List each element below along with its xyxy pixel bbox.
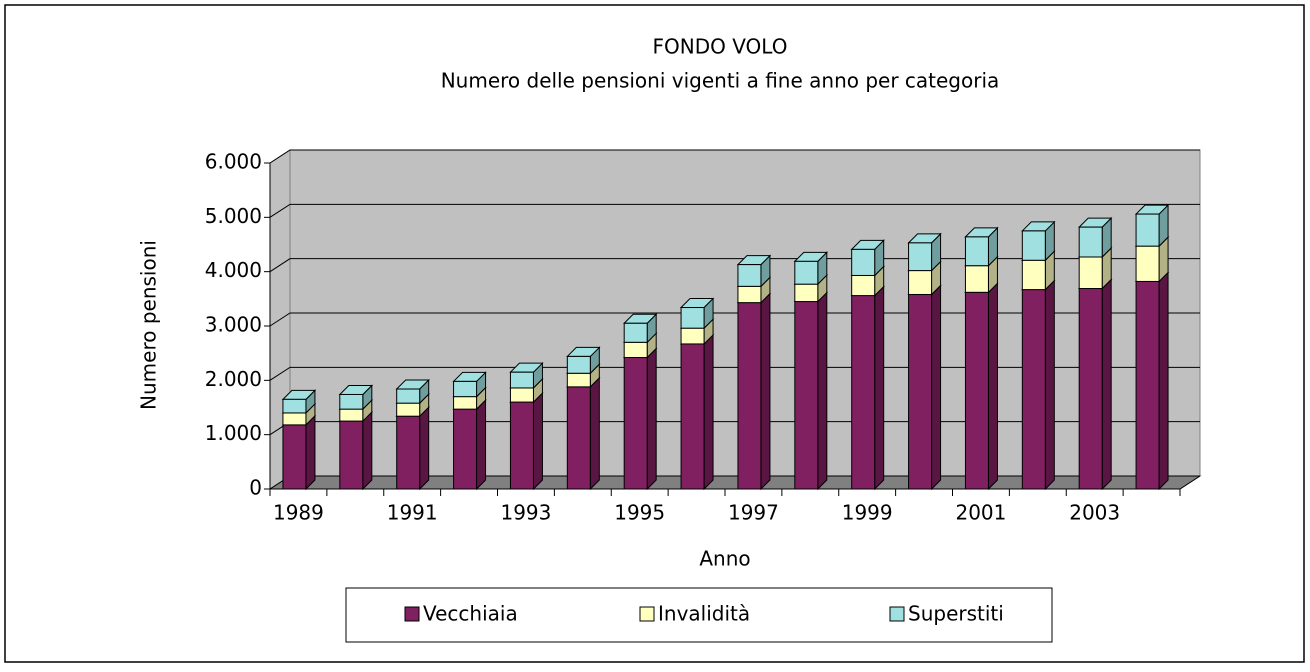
bar (1078, 288, 1103, 490)
bar-side (931, 284, 942, 491)
bar (282, 424, 307, 490)
grid-line (269, 366, 1200, 381)
legend-label: Invalidità (658, 602, 750, 626)
bar (509, 371, 534, 389)
bar (964, 236, 989, 267)
bar (1135, 280, 1160, 490)
bar (453, 380, 478, 398)
bar (1021, 289, 1046, 490)
bar (396, 388, 421, 404)
x-tick-label: 1997 (728, 501, 779, 525)
bar (1078, 256, 1103, 290)
y-tick-label: 6.000 (205, 150, 262, 174)
bar (282, 398, 307, 414)
bar (453, 396, 478, 410)
bar (851, 274, 876, 297)
bar (339, 408, 364, 422)
x-axis-label: Anno (699, 547, 750, 571)
bar (1021, 230, 1046, 261)
legend-swatch (889, 606, 905, 622)
bar (964, 291, 989, 490)
bar (851, 248, 876, 276)
x-axis-depth (1179, 475, 1201, 490)
x-tick-label: 1995 (614, 501, 665, 525)
chart-title: FONDO VOLO (653, 35, 788, 59)
bar-side (817, 291, 828, 491)
x-tick-label: 1993 (500, 501, 551, 525)
bar (623, 341, 648, 359)
grid-line (269, 312, 1200, 327)
bar (1135, 245, 1160, 282)
bar-side (646, 347, 657, 491)
bar-side (1044, 279, 1055, 491)
x-tick-label: 1991 (387, 501, 438, 525)
bar (908, 242, 933, 272)
x-tick-label: 1989 (273, 501, 324, 525)
bar (566, 386, 591, 490)
bar (680, 343, 705, 490)
legend-label: Vecchiaia (423, 602, 518, 626)
bar (908, 293, 933, 490)
bar (1021, 259, 1046, 291)
bar-side (703, 333, 714, 491)
legend-swatch (404, 606, 420, 622)
bar (509, 387, 534, 403)
x-tick-label: 1999 (842, 501, 893, 525)
bar (339, 420, 364, 490)
bar (339, 393, 364, 410)
bar (908, 270, 933, 295)
bar (680, 327, 705, 345)
bar (737, 302, 762, 490)
y-tick-label: 0 (249, 476, 262, 500)
bar-side (874, 285, 885, 491)
y-tick-label: 3.000 (205, 313, 262, 337)
legend-box (345, 587, 1053, 643)
y-tick-label: 5.000 (205, 204, 262, 228)
bar (282, 412, 307, 426)
bar (509, 401, 534, 490)
grid-line (269, 149, 1200, 164)
x-tick-label: 2001 (955, 501, 1006, 525)
bar-side (760, 292, 771, 491)
bar (1078, 226, 1103, 258)
bar-side (362, 410, 373, 491)
chart-subtitle: Numero delle pensioni vigenti a fine ann… (441, 69, 1000, 93)
bar-side (589, 376, 600, 491)
bar (396, 415, 421, 490)
bar-side (1158, 271, 1169, 491)
bar (964, 265, 989, 293)
bar (453, 408, 478, 490)
bar (794, 301, 819, 490)
bar-side (476, 398, 487, 491)
y-tick-label: 1.000 (205, 421, 262, 445)
bar (396, 402, 421, 417)
grid-line (269, 203, 1200, 218)
y-tick-label: 2.000 (205, 367, 262, 391)
legend-swatch (639, 606, 655, 622)
bar-side (305, 414, 316, 491)
bar (737, 285, 762, 304)
x-tick-label: 2003 (1069, 501, 1120, 525)
bar (794, 283, 819, 303)
grid-line (269, 258, 1200, 273)
legend-label: Superstiti (908, 602, 1004, 626)
bar (794, 260, 819, 285)
bar-side (419, 405, 430, 491)
bar-side (1101, 278, 1112, 491)
y-axis-label: Numero pensioni (137, 240, 161, 410)
bar (737, 264, 762, 287)
bar (566, 355, 591, 374)
bar (680, 307, 705, 329)
bar (1135, 213, 1160, 247)
bar-side (987, 282, 998, 491)
bar (851, 295, 876, 490)
bar (623, 322, 648, 343)
y-tick-label: 4.000 (205, 258, 262, 282)
bar-side (532, 391, 543, 491)
bar (566, 372, 591, 388)
bar (623, 357, 648, 490)
